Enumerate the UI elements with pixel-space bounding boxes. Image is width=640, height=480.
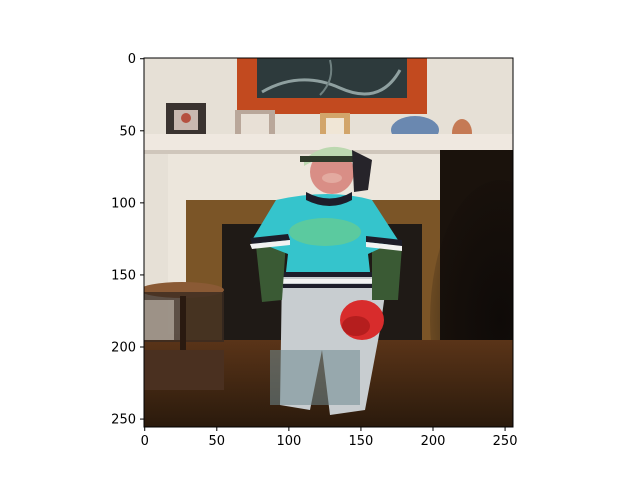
x-tick-label: 100 [276,434,301,449]
y-tick-label: 0 [128,52,136,67]
y-tick-label: 250 [111,413,136,428]
x-tick-label: 50 [209,434,226,449]
x-axis: 0 50 100 150 200 250 [141,427,518,449]
x-tick-label: 0 [141,434,149,449]
y-tick-label: 200 [111,341,136,356]
x-tick-label: 250 [493,434,518,449]
x-tick-label: 200 [421,434,446,449]
y-tick-label: 150 [111,268,136,283]
y-tick-label: 50 [119,124,136,139]
y-tick-label: 100 [111,196,136,211]
boy-in-baseball-uniform-image [144,58,513,427]
image-border [143,57,514,428]
y-axis: 0 50 100 150 200 250 [111,52,144,428]
x-tick-label: 150 [349,434,374,449]
